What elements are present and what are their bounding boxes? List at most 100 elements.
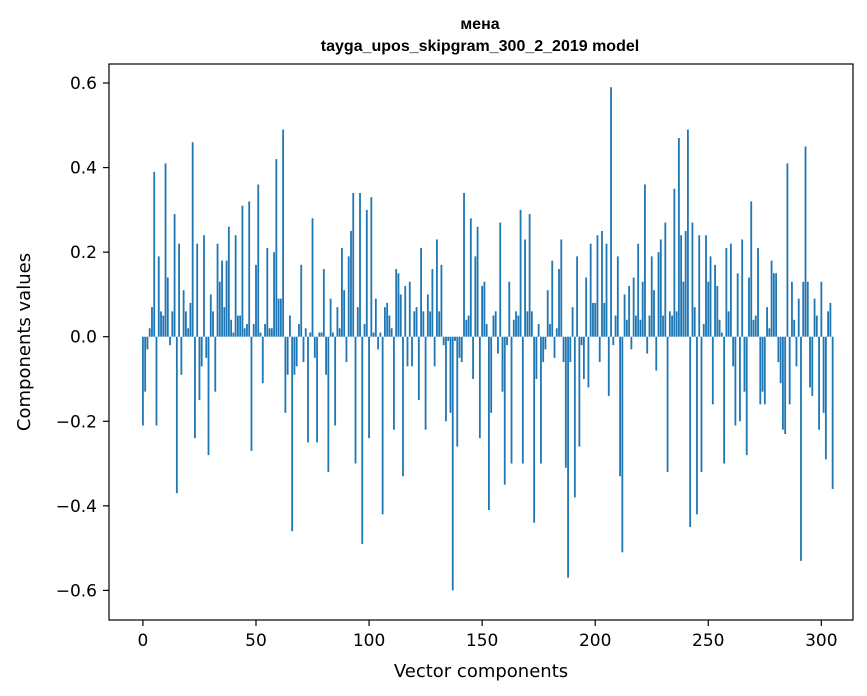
bar [553, 336, 556, 358]
bar [255, 264, 257, 337]
bar [530, 311, 533, 337]
x-tick-label: 300 [805, 631, 837, 651]
bar [374, 298, 377, 337]
bar [772, 273, 775, 337]
bar [424, 336, 427, 430]
bar [490, 336, 493, 413]
bar [580, 336, 583, 346]
bar [655, 336, 658, 371]
bar [331, 332, 334, 337]
bar [494, 311, 497, 337]
bar [800, 336, 802, 561]
bar [449, 336, 452, 413]
bar [223, 307, 226, 337]
x-axis-label: Vector components [394, 661, 568, 682]
bar [259, 332, 262, 337]
bar [632, 277, 635, 337]
bar [476, 226, 479, 337]
bar [750, 201, 753, 337]
bar [653, 290, 655, 337]
bar [813, 298, 816, 337]
bar [671, 315, 673, 337]
bar [275, 159, 278, 337]
bar [379, 332, 382, 337]
bar [194, 336, 196, 439]
bar [795, 336, 798, 367]
bar [614, 315, 617, 337]
bar [533, 336, 536, 523]
bar [250, 336, 253, 451]
bar [393, 336, 395, 430]
bar [329, 298, 332, 337]
bar [827, 311, 830, 337]
bar [320, 332, 323, 337]
bar [157, 256, 160, 337]
bar [304, 328, 307, 337]
bar [336, 307, 339, 337]
bar [343, 290, 346, 337]
bar [815, 315, 818, 337]
bar [397, 273, 400, 337]
bar [689, 336, 692, 527]
bar [144, 336, 147, 392]
bar [829, 302, 832, 337]
bar [246, 324, 248, 337]
bar [589, 243, 592, 337]
bar [363, 324, 366, 337]
bar [234, 235, 237, 337]
y-tick-label: 0.4 [70, 159, 97, 179]
bar [668, 311, 671, 337]
bar [544, 336, 547, 350]
bar [460, 336, 463, 363]
bar [551, 260, 554, 337]
bar [162, 315, 165, 337]
bar [142, 336, 144, 426]
bar [777, 336, 780, 363]
bar [191, 142, 194, 337]
bar [386, 302, 389, 337]
bar [383, 307, 386, 337]
bar [175, 336, 178, 494]
bar [729, 243, 732, 337]
bar [571, 307, 574, 337]
bar [831, 336, 834, 489]
bar [612, 336, 615, 346]
bar [644, 184, 646, 337]
bar [537, 324, 540, 337]
bar [426, 294, 429, 337]
bar [555, 328, 558, 337]
bar [309, 332, 312, 337]
bar [463, 192, 465, 337]
bar [155, 336, 158, 426]
y-axis-ticks: −0.6 −0.4 −0.2 0.0 0.2 0.4 0.6 [56, 74, 109, 601]
bar [820, 281, 823, 337]
bar [483, 281, 486, 337]
bar [465, 319, 468, 337]
bar [623, 294, 626, 337]
bar [818, 336, 820, 430]
bar [752, 319, 755, 337]
bar [182, 290, 185, 337]
bar [338, 328, 341, 337]
bar [687, 129, 689, 337]
bar [458, 336, 461, 358]
bar [318, 332, 321, 337]
bar [727, 311, 730, 337]
bar [467, 315, 470, 337]
bar [350, 231, 352, 337]
bar [184, 311, 187, 337]
bar [370, 197, 373, 337]
bar [166, 277, 169, 337]
bar [725, 247, 728, 337]
bar [456, 336, 459, 447]
bar [696, 336, 698, 515]
bar [802, 281, 805, 337]
bar [153, 171, 156, 337]
bar [521, 336, 524, 464]
bar [567, 336, 569, 578]
bar [322, 269, 325, 337]
bar [146, 336, 149, 350]
bar [148, 328, 151, 337]
bar [809, 336, 811, 388]
